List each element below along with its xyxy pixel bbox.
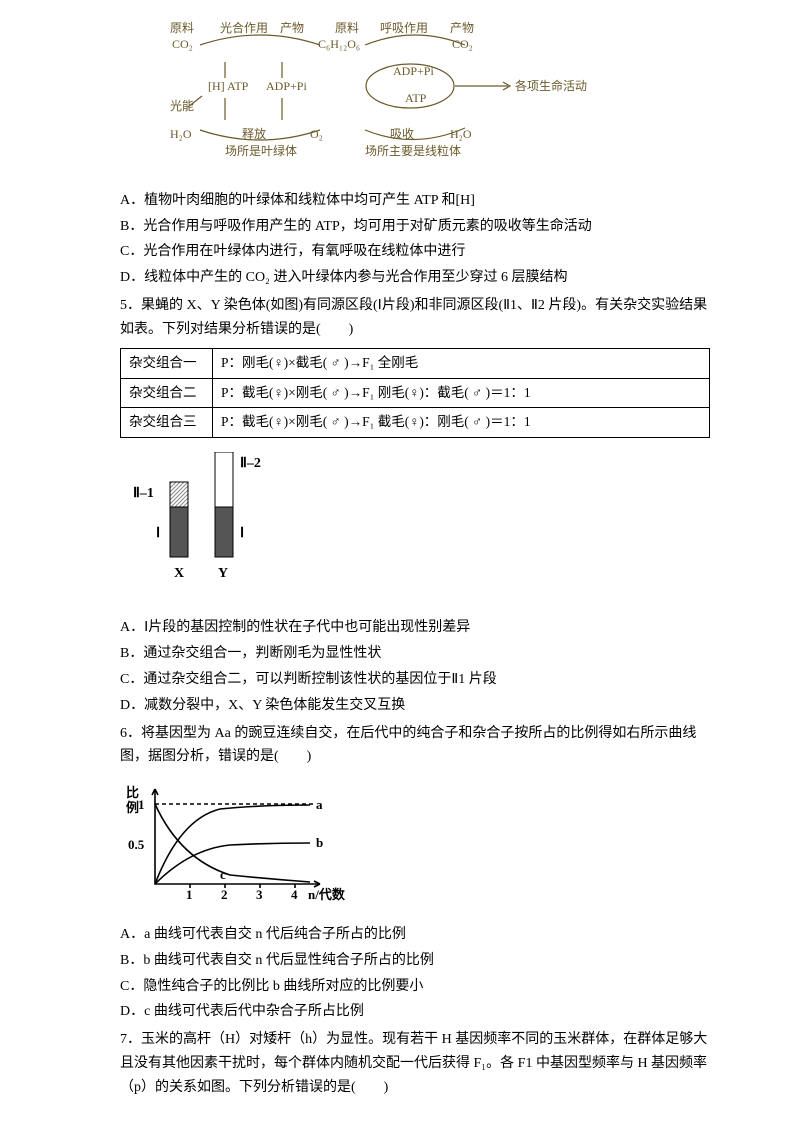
label-adppi: ADP+Pi — [266, 79, 307, 93]
label-x: X — [174, 566, 184, 581]
q5-r1c1: 杂交组合一 — [121, 348, 213, 378]
label-chanwu2: 产物 — [450, 21, 474, 35]
label-place2: 场所主要是线粒体 — [365, 143, 461, 158]
y1: 1 — [138, 797, 145, 812]
q5-intro: 5．果蝇的 X、Y 染色体(如图)有同源区段(Ⅰ片段)和非同源区段(Ⅱ1、Ⅱ2 … — [120, 294, 710, 342]
label-yuanliao2: 原料 — [335, 21, 359, 35]
label-huxi: 呼吸作用 — [380, 21, 428, 35]
x3: 3 — [256, 887, 263, 902]
q6-option-d: D．c 曲线可代表后代中杂合子所占比例 — [120, 1000, 710, 1024]
label-ii1: Ⅱ–1 — [133, 486, 154, 501]
x1: 1 — [186, 887, 193, 902]
q5-r3c2: P：截毛(♀)×刚毛( ♂ )→F₁ 截毛(♀)：刚毛( ♂ )＝1：1 — [213, 408, 710, 438]
q5-r2c2: P：截毛(♀)×刚毛( ♂ )→F₁ 刚毛(♀)：截毛( ♂ )＝1：1 — [213, 378, 710, 408]
label-guanghe: 光合作用 — [220, 20, 268, 35]
q7-intro: 7．玉米的高杆（H）对矮杆（h）为显性。现有若干 H 基因频率不同的玉米群体，在… — [120, 1028, 710, 1099]
label-i2: Ⅰ — [240, 526, 244, 541]
q6-option-a: A．a 曲线可代表自交 n 代后纯合子所占的比例 — [120, 923, 710, 947]
q6-intro: 6．将基因型为 Aa 的豌豆连续自交，在后代中的纯合子和杂合子按所占的比例得如右… — [120, 722, 710, 770]
label-chanwu1: 产物 — [280, 21, 304, 35]
label-hatp: [H] ATP — [208, 79, 249, 93]
curve-a: a — [316, 797, 323, 812]
q5-r1c2: P：刚毛(♀)×截毛( ♂ )→F₁ 全刚毛 — [213, 348, 710, 378]
q5-r2c1: 杂交组合二 — [121, 378, 213, 408]
photosynthesis-respiration-diagram: 原料 光合作用 产物 原料 呼吸作用 产物 CO₂ C₆H₁₂O₆ CO₂ 各项… — [170, 20, 710, 179]
label-co2-1: CO₂ — [172, 37, 193, 51]
x2: 2 — [221, 887, 228, 902]
q6-chart: 比 例 1 0.5 1 2 3 4 n/代数 a b c — [120, 779, 710, 913]
q5-option-d: D．减数分裂中，X、Y 染色体能发生交叉互换 — [120, 694, 710, 718]
q6-option-b: B．b 曲线可代表自交 n 代后显性纯合子所占的比例 — [120, 949, 710, 973]
label-shifang: 释放 — [242, 126, 266, 141]
q5-r3c1: 杂交组合三 — [121, 408, 213, 438]
curve-c: c — [220, 867, 226, 882]
label-h2o-1: H₂O — [170, 127, 192, 141]
label-atp: ATP — [405, 91, 427, 105]
label-y: Y — [218, 566, 228, 581]
xlabel: n/代数 — [308, 887, 346, 902]
q5-option-c: C．通过杂交组合二，可以判断控制该性状的基因位于Ⅱ1 片段 — [120, 668, 710, 692]
label-guangneng: 光能 — [170, 99, 194, 113]
q5-option-b: B．通过杂交组合一，判断刚毛为显性性状 — [120, 642, 710, 666]
q4-option-b: B．光合作用与呼吸作用产生的 ATP，均可用于对矿质元素的吸收等生命活动 — [120, 215, 710, 239]
y05: 0.5 — [128, 837, 145, 852]
q4-option-a: A．植物叶肉细胞的叶绿体和线粒体中均可产生 ATP 和[H] — [120, 189, 710, 213]
label-place1: 场所是叶绿体 — [225, 143, 297, 158]
curve-b: b — [316, 835, 323, 850]
label-c6: C₆H₁₂O₆ — [318, 37, 360, 51]
q4-option-c: C．光合作用在叶绿体内进行，有氧呼吸在线粒体中进行 — [120, 240, 710, 264]
label-life: 各项生命活动 — [515, 78, 587, 93]
chromosome-diagram: Ⅱ–1 Ⅱ–2 Ⅰ Ⅰ X Y — [130, 452, 710, 602]
label-yuanliao1: 原料 — [170, 21, 194, 35]
q4-option-d: D．线粒体中产生的 CO₂ 进入叶绿体内参与光合作用至少穿过 6 层膜结构 — [120, 266, 710, 290]
label-ii2: Ⅱ–2 — [240, 456, 261, 471]
label-i1: Ⅰ — [156, 526, 160, 541]
label-o2: O₂ — [310, 127, 323, 141]
q6-option-c: C．隐性纯合子的比例比 b 曲线所对应的比例要小 — [120, 975, 710, 999]
x4: 4 — [291, 887, 298, 902]
q5-option-a: A．Ⅰ片段的基因控制的性状在子代中也可能出现性别差异 — [120, 616, 710, 640]
q5-cross-table: 杂交组合一 P：刚毛(♀)×截毛( ♂ )→F₁ 全刚毛 杂交组合二 P：截毛(… — [120, 348, 710, 439]
